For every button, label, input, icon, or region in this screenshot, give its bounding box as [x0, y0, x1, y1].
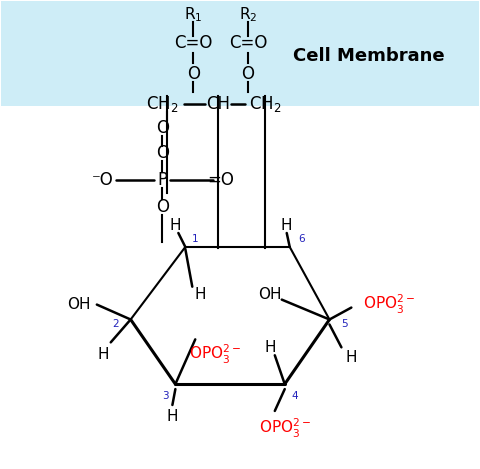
Text: O: O	[187, 65, 200, 83]
Text: H: H	[97, 347, 108, 362]
Text: R$_1$: R$_1$	[184, 5, 203, 23]
Text: 2: 2	[112, 319, 119, 329]
Text: P: P	[157, 171, 168, 189]
Text: H: H	[264, 340, 276, 355]
Text: H: H	[194, 287, 206, 302]
Text: Cell Membrane: Cell Membrane	[293, 47, 445, 65]
Bar	[1, 1, 479, 106]
Text: C=O: C=O	[174, 34, 213, 52]
Text: 1: 1	[192, 234, 199, 244]
Text: C=O: C=O	[229, 34, 267, 52]
Text: OPO$_3^{2-}$: OPO$_3^{2-}$	[363, 293, 415, 316]
Text: 4: 4	[291, 391, 298, 401]
Text: ⁻O: ⁻O	[92, 171, 114, 189]
Text: H: H	[281, 218, 292, 233]
Text: OPO$_3^{2-}$: OPO$_3^{2-}$	[189, 343, 241, 366]
Text: =O: =O	[208, 171, 235, 189]
Text: H: H	[169, 218, 181, 233]
Text: 3: 3	[162, 391, 169, 401]
Text: CH$_2$: CH$_2$	[146, 94, 179, 114]
Text: H: H	[167, 409, 178, 424]
Text: CH: CH	[206, 95, 230, 113]
Text: H: H	[346, 350, 357, 365]
Text: OH: OH	[67, 297, 91, 312]
Text: OPO$_3^{2-}$: OPO$_3^{2-}$	[259, 417, 311, 440]
Text: 6: 6	[299, 234, 305, 244]
Text: O: O	[156, 198, 169, 216]
Text: R$_2$: R$_2$	[239, 5, 257, 23]
Text: O: O	[156, 119, 169, 136]
Text: 5: 5	[341, 319, 348, 329]
Text: O: O	[156, 144, 169, 162]
Text: CH$_2$: CH$_2$	[249, 94, 281, 114]
Text: OH: OH	[258, 287, 282, 302]
Text: O: O	[241, 65, 254, 83]
